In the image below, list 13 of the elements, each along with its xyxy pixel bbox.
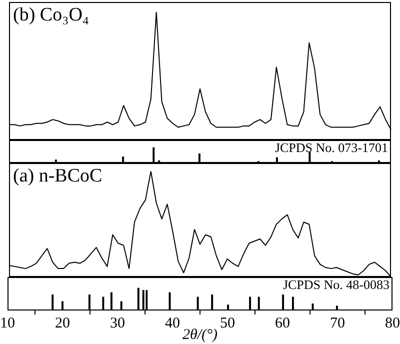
annotation: JCPDS No. 48-0083	[282, 276, 390, 292]
x-tick-label: 60	[275, 315, 290, 332]
annotation: JCPDS No. 073-1701	[274, 140, 388, 155]
x-tick-label: 30	[110, 315, 125, 332]
x-tick-label: 70	[330, 315, 345, 332]
x-axis-title: 2θ/(°)	[182, 326, 218, 343]
x-tick-label: 80	[385, 315, 400, 332]
annotation: (b) Co₃O₄	[13, 4, 90, 26]
x-tick-label: 50	[220, 315, 235, 332]
x-tick-label: 10	[0, 315, 15, 332]
annotation: (a) n-BCoC	[13, 165, 102, 186]
x-tick-label: 40	[165, 315, 180, 332]
x-tick-label: 20	[55, 315, 70, 332]
